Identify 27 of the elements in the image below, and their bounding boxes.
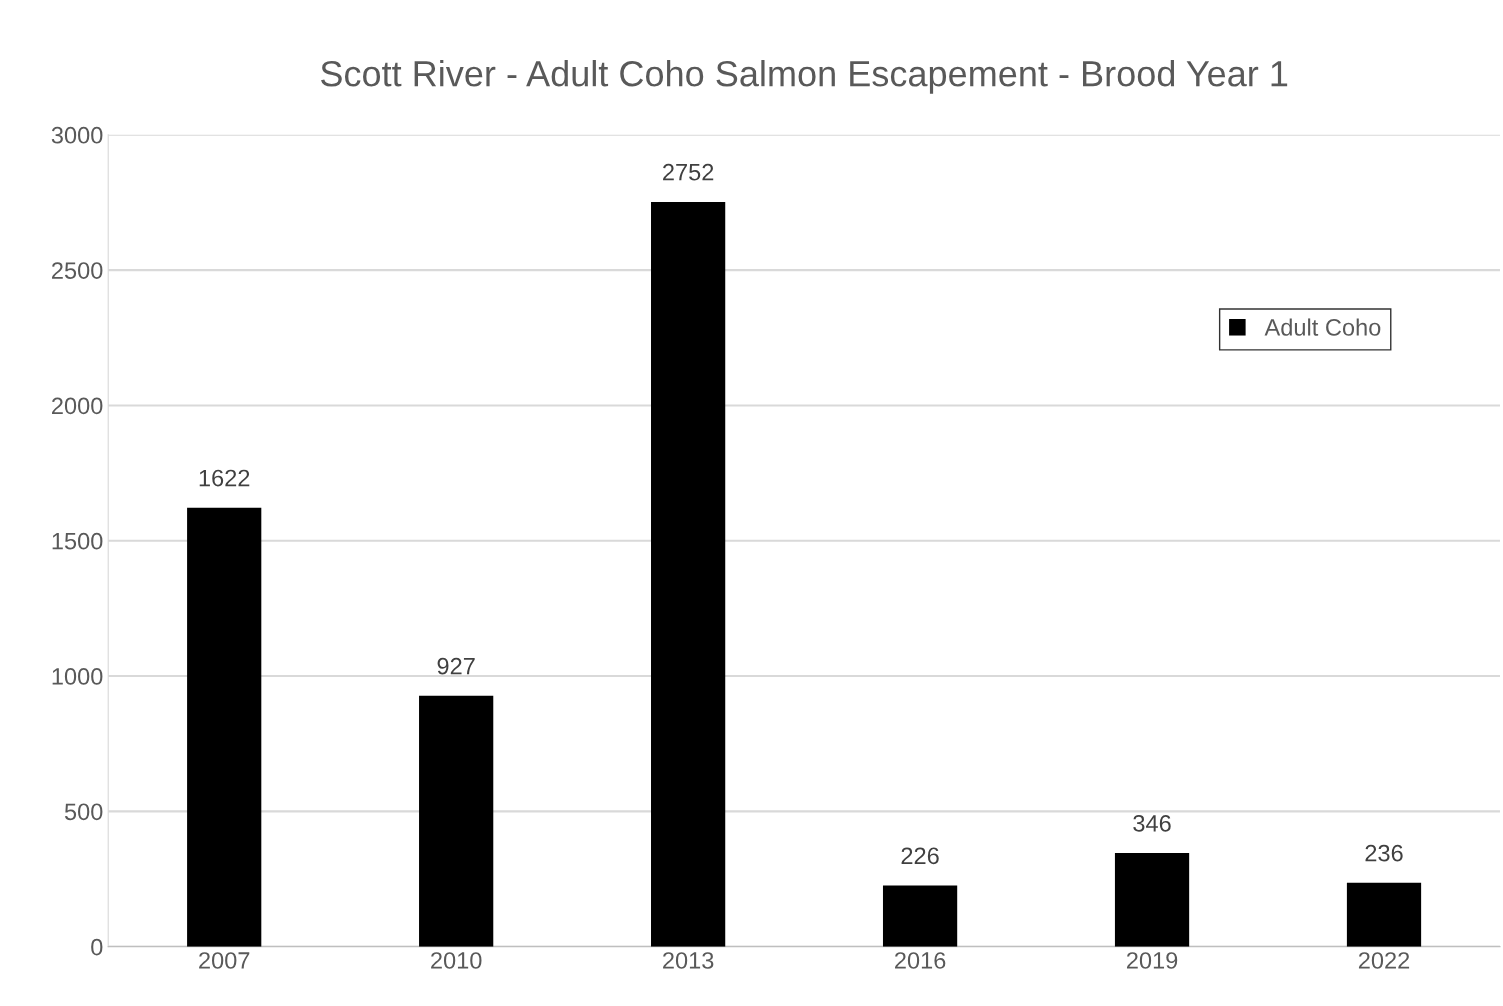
data-label: 236 xyxy=(1365,844,1403,862)
x-tick-label: 2013 xyxy=(663,952,714,969)
x-tick-label: 2016 xyxy=(895,952,946,969)
x-tick-label: 2022 xyxy=(1358,952,1410,969)
bar xyxy=(419,695,494,947)
data-label: 927 xyxy=(437,657,475,675)
x-tick-label: 2007 xyxy=(199,952,250,969)
y-tick-label: 2500 xyxy=(52,262,103,279)
y-tick-label: 1500 xyxy=(52,532,103,550)
y-tick-label: 1000 xyxy=(52,668,103,685)
chart-title: Scott River - Adult Coho Salmon Escapement - Brood Year 1 xyxy=(321,60,1288,94)
data-label: 226 xyxy=(901,847,939,865)
bar xyxy=(187,507,262,947)
y-tick-label: 3000 xyxy=(51,126,103,144)
data-label: 346 xyxy=(1133,814,1171,832)
y-tick-label: 500 xyxy=(64,803,103,821)
bar xyxy=(882,885,958,947)
bar xyxy=(1346,882,1422,947)
y-tick-label: 0 xyxy=(91,938,103,956)
bar xyxy=(1114,853,1190,947)
data-label: 2752 xyxy=(663,163,714,181)
x-tick-label: 2010 xyxy=(431,952,482,969)
data-label: 1622 xyxy=(199,469,250,487)
bar xyxy=(651,201,726,947)
legend-label: Adult Coho xyxy=(1264,318,1381,336)
x-tick-label: 2019 xyxy=(1126,952,1178,969)
y-tick-label: 2000 xyxy=(52,397,103,415)
